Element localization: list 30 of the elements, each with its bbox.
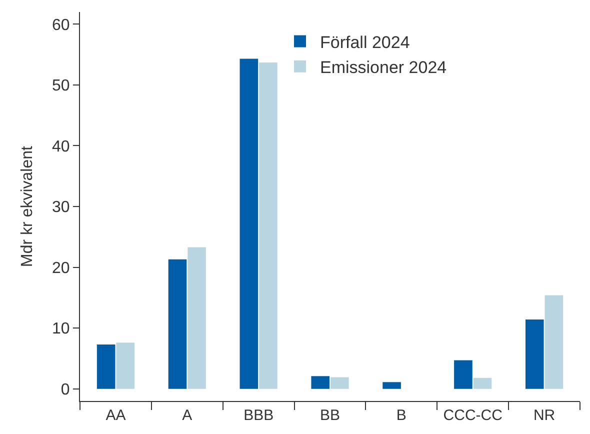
- bar: [240, 58, 258, 389]
- bar: [525, 320, 544, 389]
- bar: [116, 342, 135, 389]
- y-tick-label: 0: [60, 381, 70, 398]
- y-tick-label: 30: [52, 199, 70, 216]
- bar: [188, 247, 206, 389]
- y-tick-label: 20: [52, 260, 70, 277]
- legend-label: Förfall 2024: [320, 32, 410, 52]
- bar: [544, 295, 564, 389]
- x-tick-label: NR: [533, 407, 556, 424]
- y-tick-label: 60: [52, 16, 70, 34]
- y-axis-title: Mdr kr ekvivalent: [18, 145, 36, 267]
- x-tick-label: CCC-CC: [443, 407, 503, 424]
- legend-label: Emissioner 2024: [320, 58, 447, 77]
- x-tick-label: B: [396, 407, 406, 424]
- y-tick-label: 40: [52, 138, 70, 156]
- bar: [454, 360, 472, 389]
- bar: [168, 259, 187, 389]
- x-tick-label: AA: [106, 407, 126, 424]
- bar: [259, 62, 278, 389]
- y-tick-label: 10: [52, 320, 70, 338]
- bar: [473, 378, 492, 389]
- bar: [96, 344, 116, 389]
- bar: [330, 377, 349, 389]
- x-tick-label: A: [182, 407, 192, 424]
- bar: [311, 376, 330, 389]
- x-tick-label: BB: [320, 407, 340, 424]
- y-tick-label: 50: [52, 78, 70, 95]
- x-tick-label: BBB: [244, 407, 274, 424]
- bar: [382, 382, 401, 389]
